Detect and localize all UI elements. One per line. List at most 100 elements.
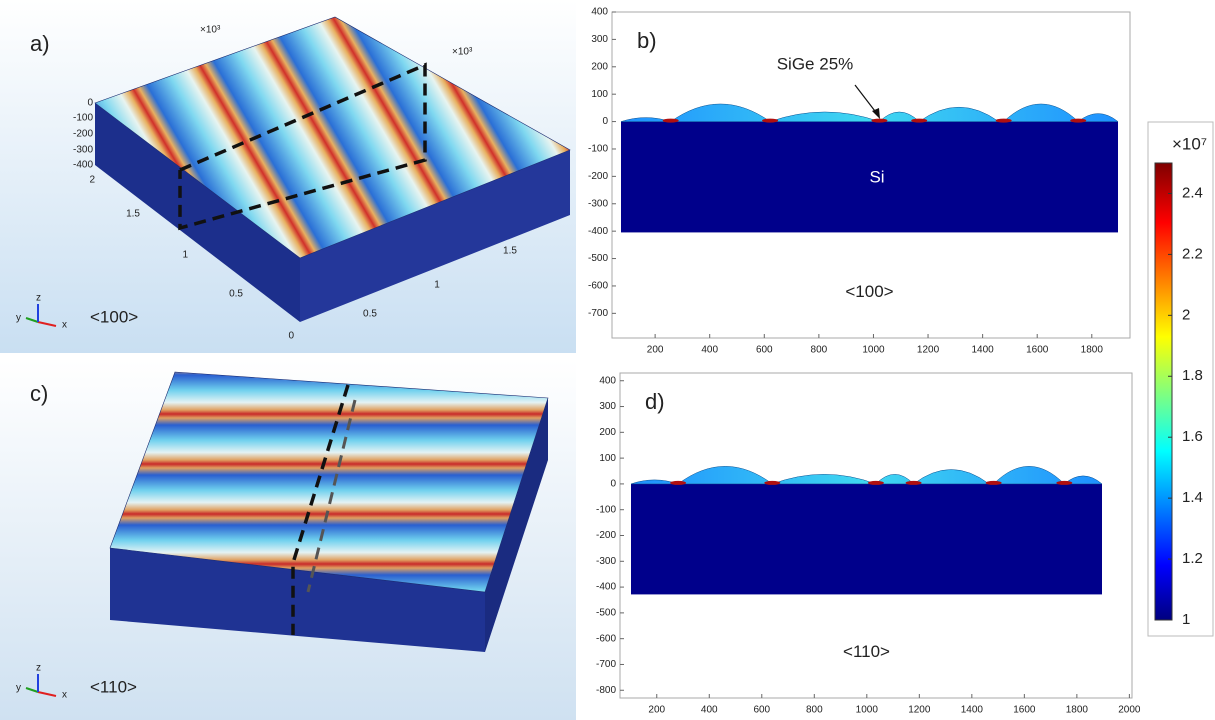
y-tick-label: 100 — [599, 453, 616, 464]
panel-label: a) — [30, 31, 50, 56]
y-tick-label: -100 — [588, 144, 608, 155]
x-tick-label: 400 — [701, 345, 718, 356]
y-tick-label: -700 — [588, 308, 608, 319]
y-tick-label: 300 — [599, 401, 616, 412]
y-tick-label: 1.5 — [126, 209, 140, 220]
orientation: <100> — [845, 282, 893, 301]
axis-letter: x — [62, 320, 67, 331]
y-tick-label: -800 — [596, 685, 616, 696]
x-tick-label: 600 — [756, 345, 773, 356]
box-face — [300, 150, 570, 322]
x-tick-label: 200 — [648, 705, 665, 716]
orientation: <110> — [90, 677, 137, 696]
y-tick-label: 400 — [599, 375, 616, 386]
z-tick-label: -300 — [73, 145, 93, 156]
colorbar-tick-label: 2.4 — [1182, 184, 1203, 201]
strain-hotspot — [911, 118, 928, 123]
axis-x — [37, 691, 57, 697]
x-tick-label: 200 — [647, 345, 664, 356]
x-tick-label: 1200 — [917, 345, 940, 356]
y-tick-label: 200 — [599, 427, 616, 438]
orientation: <100> — [90, 307, 138, 326]
strain-hotspot — [905, 480, 922, 485]
exponent: ×10³ — [452, 47, 473, 58]
si-substrate — [631, 483, 1102, 595]
box-face — [110, 548, 485, 652]
z-tick-label: 0 — [87, 98, 93, 109]
axis-letter: z — [36, 293, 41, 304]
x-tick-label: 1800 — [1066, 705, 1089, 716]
x-tick-label: 1400 — [971, 345, 994, 356]
strain-hotspot — [871, 118, 888, 123]
panel-label: b) — [637, 28, 657, 53]
axis-letter: y — [16, 313, 21, 324]
colorbar — [1154, 162, 1173, 621]
y-tick-label: 0 — [602, 116, 608, 127]
axis-x — [37, 321, 57, 327]
surface — [109, 371, 549, 593]
y-tick-label: 1 — [182, 250, 188, 261]
region-label: Si — [869, 167, 884, 186]
cut-line — [291, 384, 350, 635]
y-tick-label: 0 — [288, 331, 294, 342]
x-tick-label: 1200 — [908, 705, 931, 716]
axis-letter: y — [16, 683, 21, 694]
colorbar-exponent: ×10⁷ — [1172, 134, 1207, 153]
strain-hotspot — [662, 118, 679, 123]
x-tick-label: 600 — [753, 705, 770, 716]
y-tick-label: -300 — [588, 198, 608, 209]
colorbar-tick-label: 2 — [1182, 306, 1190, 323]
y-tick-label: -500 — [588, 253, 608, 264]
y-tick-label: -600 — [588, 281, 608, 292]
axis-y — [25, 317, 39, 323]
sige-layer — [620, 103, 1119, 122]
strain-hotspot — [762, 118, 779, 123]
x-tick-label: 1000 — [856, 705, 879, 716]
strain-hotspot — [985, 480, 1002, 485]
x-tick-label: 1800 — [1081, 345, 1104, 356]
colorbar-tick-label: 1.2 — [1182, 550, 1203, 567]
z-tick-label: -200 — [73, 129, 93, 140]
panel-label: c) — [30, 381, 48, 406]
strain-hotspot — [995, 118, 1012, 123]
x-tick-label: 1600 — [1026, 345, 1049, 356]
box-face — [95, 103, 300, 322]
y-tick-label: -700 — [596, 659, 616, 670]
y-tick-label: 100 — [591, 89, 608, 100]
y-tick-label: 300 — [591, 34, 608, 45]
y-tick-label: 0.5 — [229, 289, 243, 300]
axis-y — [25, 687, 39, 693]
x-tick-label: 1600 — [1013, 705, 1036, 716]
colorbar-tick-label: 1.4 — [1182, 489, 1203, 506]
z-tick-label: -100 — [73, 113, 93, 124]
x-tick-label: 800 — [806, 705, 823, 716]
colorbar-tick-label: 1 — [1182, 611, 1190, 628]
arrow-head — [872, 108, 880, 119]
y-tick-label: -300 — [596, 556, 616, 567]
strain-hotspot — [670, 480, 687, 485]
y-tick-label: -100 — [596, 504, 616, 515]
strain-hotspot — [1070, 118, 1087, 123]
x-tick-label: 800 — [811, 345, 828, 356]
x-tick-label: 1400 — [961, 705, 984, 716]
y-tick-label: -500 — [596, 608, 616, 619]
strain-hotspot — [764, 480, 781, 485]
exponent: ×10³ — [200, 25, 221, 36]
y-tick-label: -200 — [596, 530, 616, 541]
orientation: <110> — [843, 642, 890, 661]
y-tick-label: -600 — [596, 633, 616, 644]
z-tick-label: -400 — [73, 160, 93, 171]
axis-letter: x — [62, 690, 67, 701]
annotation-arrow — [854, 84, 879, 116]
panel-label: d) — [645, 389, 665, 414]
x-tick-label: 0.5 — [363, 309, 377, 320]
y-tick-label: -400 — [588, 226, 608, 237]
y-tick-label: -200 — [588, 171, 608, 182]
box-face — [485, 398, 548, 652]
x-tick-label: 400 — [701, 705, 718, 716]
y-tick-label: 200 — [591, 61, 608, 72]
cut-line — [178, 62, 427, 231]
strain-hotspot — [867, 480, 884, 485]
axis-letter: z — [36, 663, 41, 674]
